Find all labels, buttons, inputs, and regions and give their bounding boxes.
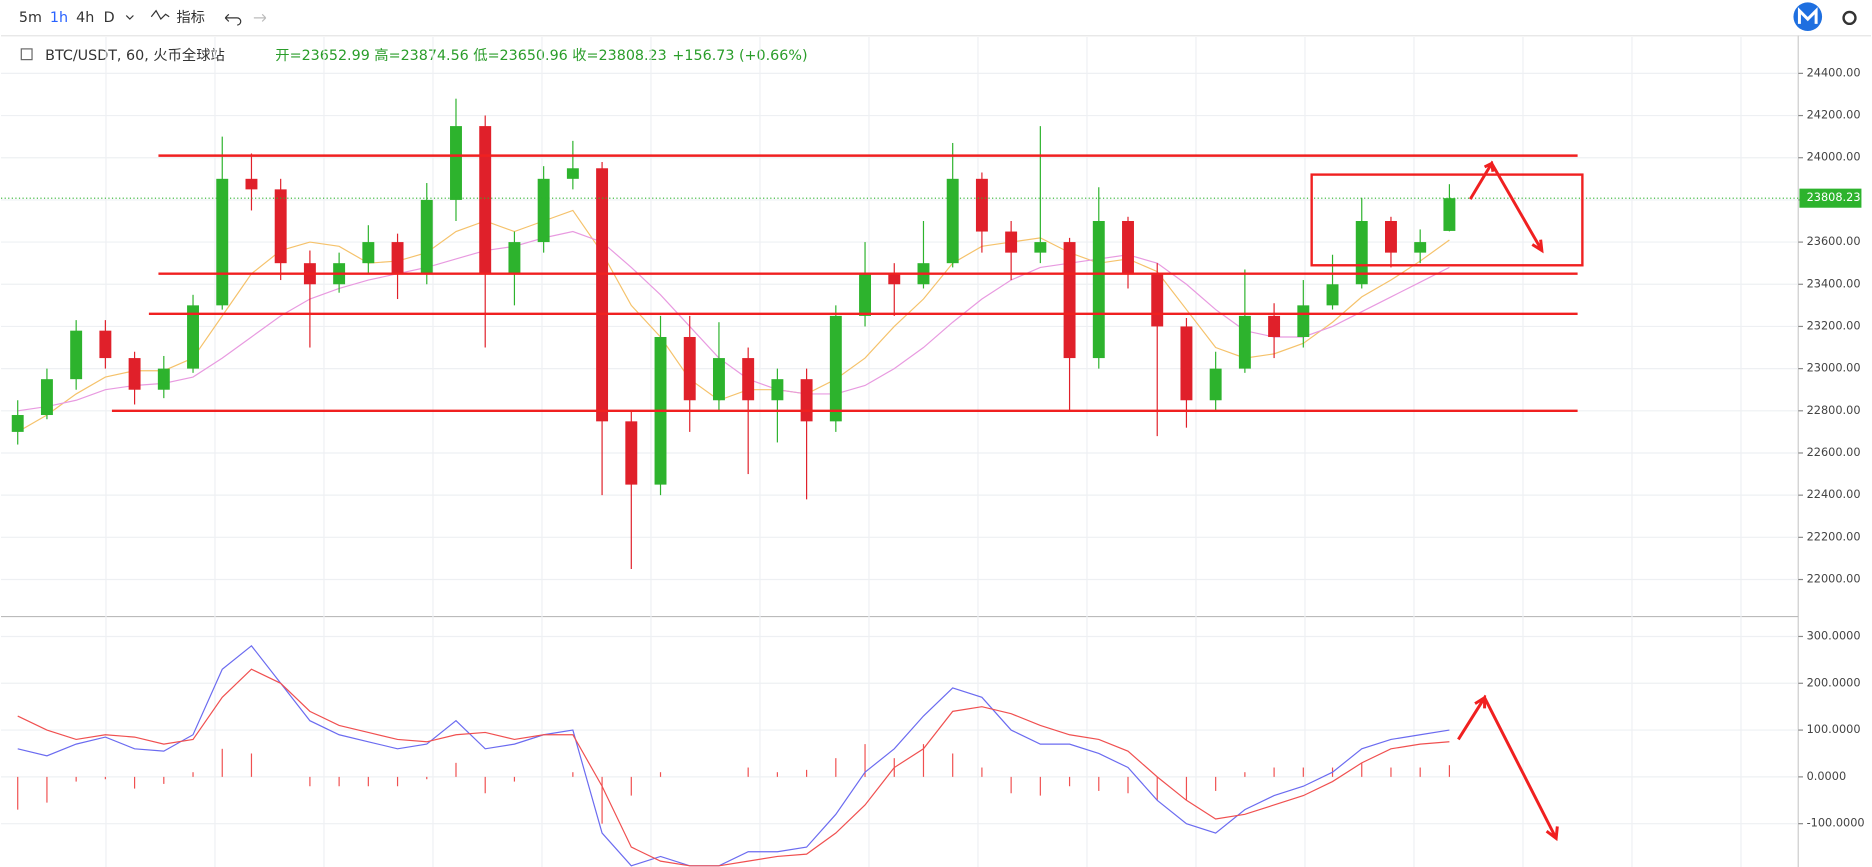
y-tick-label: -100.0000 bbox=[1807, 816, 1865, 830]
undo[interactable] bbox=[224, 13, 242, 26]
candle-body bbox=[245, 178, 258, 190]
candle-body bbox=[742, 358, 755, 401]
settings[interactable] bbox=[1842, 10, 1857, 26]
candle-body bbox=[566, 168, 579, 179]
dropdown-icon[interactable] bbox=[125, 15, 134, 20]
candle-body bbox=[1122, 220, 1134, 274]
candle-body bbox=[391, 242, 404, 274]
redo[interactable] bbox=[253, 13, 267, 22]
candle-body bbox=[859, 273, 872, 316]
ohlc-open: 开=23652.99 bbox=[275, 48, 370, 64]
interval[interactable]: D bbox=[104, 10, 115, 26]
y-tick-label: 22800.00 bbox=[1807, 403, 1861, 417]
range-box bbox=[1310, 173, 1584, 267]
interval[interactable]: 4h bbox=[76, 10, 94, 26]
candle-body bbox=[420, 199, 433, 274]
candle-body bbox=[1209, 368, 1222, 401]
y-tick-label: 100.0000 bbox=[1807, 722, 1861, 736]
candle-body bbox=[1297, 305, 1310, 337]
last-price-label: 23808.23 bbox=[1807, 190, 1861, 204]
candle-body bbox=[40, 379, 53, 416]
y-tick-label: 23400.00 bbox=[1807, 276, 1861, 290]
y-tick-label: 22400.00 bbox=[1807, 487, 1861, 501]
candle-body bbox=[1151, 273, 1164, 327]
candle-body bbox=[1005, 231, 1018, 253]
y-tick-label: 23000.00 bbox=[1807, 361, 1861, 375]
candle-body bbox=[800, 379, 813, 422]
candle-body bbox=[70, 330, 83, 380]
y-tick-label: 24000.00 bbox=[1807, 150, 1861, 164]
y-tick-label: 22600.00 bbox=[1807, 445, 1861, 459]
ohlc-close: 收=23808.23 bbox=[572, 47, 667, 64]
candle-body bbox=[1268, 315, 1281, 337]
candle-body bbox=[450, 126, 462, 200]
symbol[interactable]: BTC/USDT, 60, 火币全球站 bbox=[45, 46, 225, 64]
arrow bbox=[1457, 694, 1559, 842]
y-tick-label: 23600.00 bbox=[1807, 234, 1861, 248]
candle-body bbox=[128, 358, 141, 390]
y-tick-label: 300.0000 bbox=[1807, 628, 1861, 642]
candle-body bbox=[1414, 242, 1427, 253]
arrow bbox=[1468, 160, 1544, 254]
candle-body bbox=[187, 305, 199, 369]
y-tick-label: 24200.00 bbox=[1807, 108, 1861, 122]
indicator-button[interactable]: 指标 bbox=[176, 9, 205, 26]
interval[interactable]: 5m bbox=[19, 10, 42, 26]
candle-body bbox=[829, 315, 842, 422]
change: +156.73 (+0.66%) bbox=[672, 48, 807, 64]
last-price-tag bbox=[1799, 188, 1862, 208]
candle-body bbox=[1034, 242, 1047, 253]
y-tick-label: 24400.00 bbox=[1807, 65, 1861, 79]
candle-body bbox=[274, 189, 287, 264]
toolbar: 5m 1h 4h D 指标 bbox=[19, 2, 1857, 32]
y-tick-label: 200.0000 bbox=[1807, 675, 1861, 689]
logo-mark bbox=[1797, 7, 1818, 24]
candle-body bbox=[888, 273, 901, 285]
candle-body bbox=[1092, 220, 1105, 359]
candle-body bbox=[362, 242, 375, 264]
candle-body bbox=[1326, 284, 1339, 306]
candle-body bbox=[625, 421, 638, 485]
indicator-line bbox=[17, 209, 1450, 433]
candle-body bbox=[683, 336, 696, 401]
candle-body bbox=[1385, 220, 1397, 253]
indicator-icon[interactable] bbox=[150, 9, 170, 21]
candle-body bbox=[1355, 220, 1368, 285]
interval[interactable]: 1h bbox=[50, 10, 68, 26]
candle-body bbox=[1238, 315, 1251, 369]
collapse-icon[interactable] bbox=[20, 48, 33, 61]
candle-body bbox=[11, 415, 24, 432]
y-tick-label: 22200.00 bbox=[1807, 529, 1861, 543]
candle-body bbox=[99, 330, 112, 359]
candle-body bbox=[975, 178, 988, 232]
logo[interactable] bbox=[1793, 2, 1823, 32]
y-tick-label: 22000.00 bbox=[1807, 572, 1861, 586]
y-tick-label: 23200.00 bbox=[1807, 318, 1861, 332]
y-tick-label: 0.0000 bbox=[1807, 769, 1847, 783]
indicator-line bbox=[17, 668, 1450, 867]
candle-body bbox=[157, 368, 170, 390]
candle-body bbox=[1063, 242, 1076, 359]
candle-body bbox=[1180, 326, 1193, 401]
candle-body bbox=[216, 178, 229, 306]
candle-body bbox=[712, 358, 725, 401]
indicator-line bbox=[17, 644, 1450, 867]
candle-body bbox=[508, 242, 521, 274]
candle-body bbox=[946, 178, 959, 264]
indicator-line bbox=[17, 230, 1450, 412]
candle-body bbox=[771, 379, 784, 401]
candle-body bbox=[596, 168, 609, 422]
candle-body bbox=[537, 178, 550, 243]
ohlc-high: 高=23874.56 bbox=[374, 47, 469, 64]
ohlc-low: 低=23650.96 bbox=[473, 47, 568, 64]
candle-body bbox=[479, 126, 492, 274]
candle-body bbox=[1443, 198, 1456, 231]
